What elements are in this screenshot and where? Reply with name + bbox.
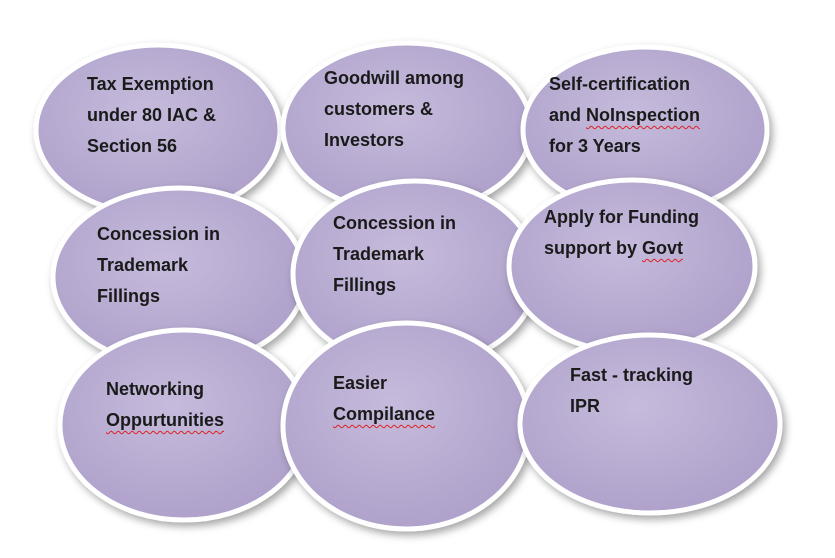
bubble-label: Concession in Trademark Fillings xyxy=(97,219,220,312)
spellcheck-flagged-word: Govt xyxy=(642,238,684,258)
label-text: support by xyxy=(544,238,642,258)
bubble-label-line: Easier xyxy=(333,368,435,399)
bubble-label-line: Trademark xyxy=(97,250,220,281)
label-text: Section 56 xyxy=(87,136,178,156)
label-text: under 80 IAC & xyxy=(87,105,217,125)
bubble-label-line: and NoInspection xyxy=(549,100,700,131)
bubble-label-line: Investors xyxy=(324,125,464,156)
label-text: Tax Exemption xyxy=(87,74,214,94)
label-text: customers & xyxy=(324,99,434,119)
label-text: Trademark xyxy=(97,255,189,275)
bubble-label-line: Oppurtunities xyxy=(106,405,224,436)
bubble-label-line: Goodwill among xyxy=(324,63,464,94)
label-text: Trademark xyxy=(333,244,425,264)
bubble-label-line: Concession in xyxy=(97,219,220,250)
bubble-label-line: for 3 Years xyxy=(549,131,700,162)
bubble-label: Easier Compilance xyxy=(333,368,435,430)
bubble-label-line: IPR xyxy=(570,391,693,422)
bubble-label-line: Tax Exemption xyxy=(87,69,216,100)
label-text: Self-certification xyxy=(549,74,691,94)
bubble-label-line: under 80 IAC & xyxy=(87,100,216,131)
label-text: IPR xyxy=(570,396,601,416)
label-text: Goodwill among xyxy=(324,68,464,88)
bubble-label-line: Self-certification xyxy=(549,69,700,100)
label-text: Apply for Funding xyxy=(544,207,699,227)
label-text: Networking xyxy=(106,379,205,399)
bubble-ellipse xyxy=(517,332,783,516)
label-text: Concession in xyxy=(333,213,457,233)
label-text: Fillings xyxy=(333,275,396,295)
bubble-label-line: Fillings xyxy=(97,281,220,312)
bubble-label-line: Concession in xyxy=(333,208,456,239)
bubble-label-line: Networking xyxy=(106,374,224,405)
bubble-label: Concession in Trademark Fillings xyxy=(333,208,456,301)
spellcheck-flagged-word: Oppurtunities xyxy=(106,410,224,430)
bubble-label: Fast - tracking IPR xyxy=(570,360,693,422)
label-text: Investors xyxy=(324,130,405,150)
label-text: Fast - tracking xyxy=(570,365,694,385)
bubble-label-line: Compilance xyxy=(333,399,435,430)
bubble-label-line: support by Govt xyxy=(544,233,699,264)
spellcheck-flagged-word: NoInspection xyxy=(586,105,701,125)
label-text: and xyxy=(549,105,587,125)
bubble-label-line: customers & xyxy=(324,94,464,125)
bubble-label-line: Fillings xyxy=(333,270,456,301)
spellcheck-flagged-word: Compilance xyxy=(333,404,436,424)
bubble-label: Apply for Funding support by Govt xyxy=(544,202,699,264)
label-text: Easier xyxy=(333,373,388,393)
bubble-label-line: Apply for Funding xyxy=(544,202,699,233)
label-text: Concession in xyxy=(97,224,221,244)
bubble-label-line: Section 56 xyxy=(87,131,216,162)
label-text: for 3 Years xyxy=(549,136,641,156)
bubble-label-line: Trademark xyxy=(333,239,456,270)
bubble-label: Networking Oppurtunities xyxy=(106,374,224,436)
bubble-label-line: Fast - tracking xyxy=(570,360,693,391)
bubble-label: Tax Exemption under 80 IAC & Section 56 xyxy=(87,69,216,162)
bubble-label: Goodwill among customers & Investors xyxy=(324,63,464,156)
label-text: Fillings xyxy=(97,286,160,306)
bubble-label: Self-certification and NoInspection for 3 … xyxy=(549,69,700,162)
